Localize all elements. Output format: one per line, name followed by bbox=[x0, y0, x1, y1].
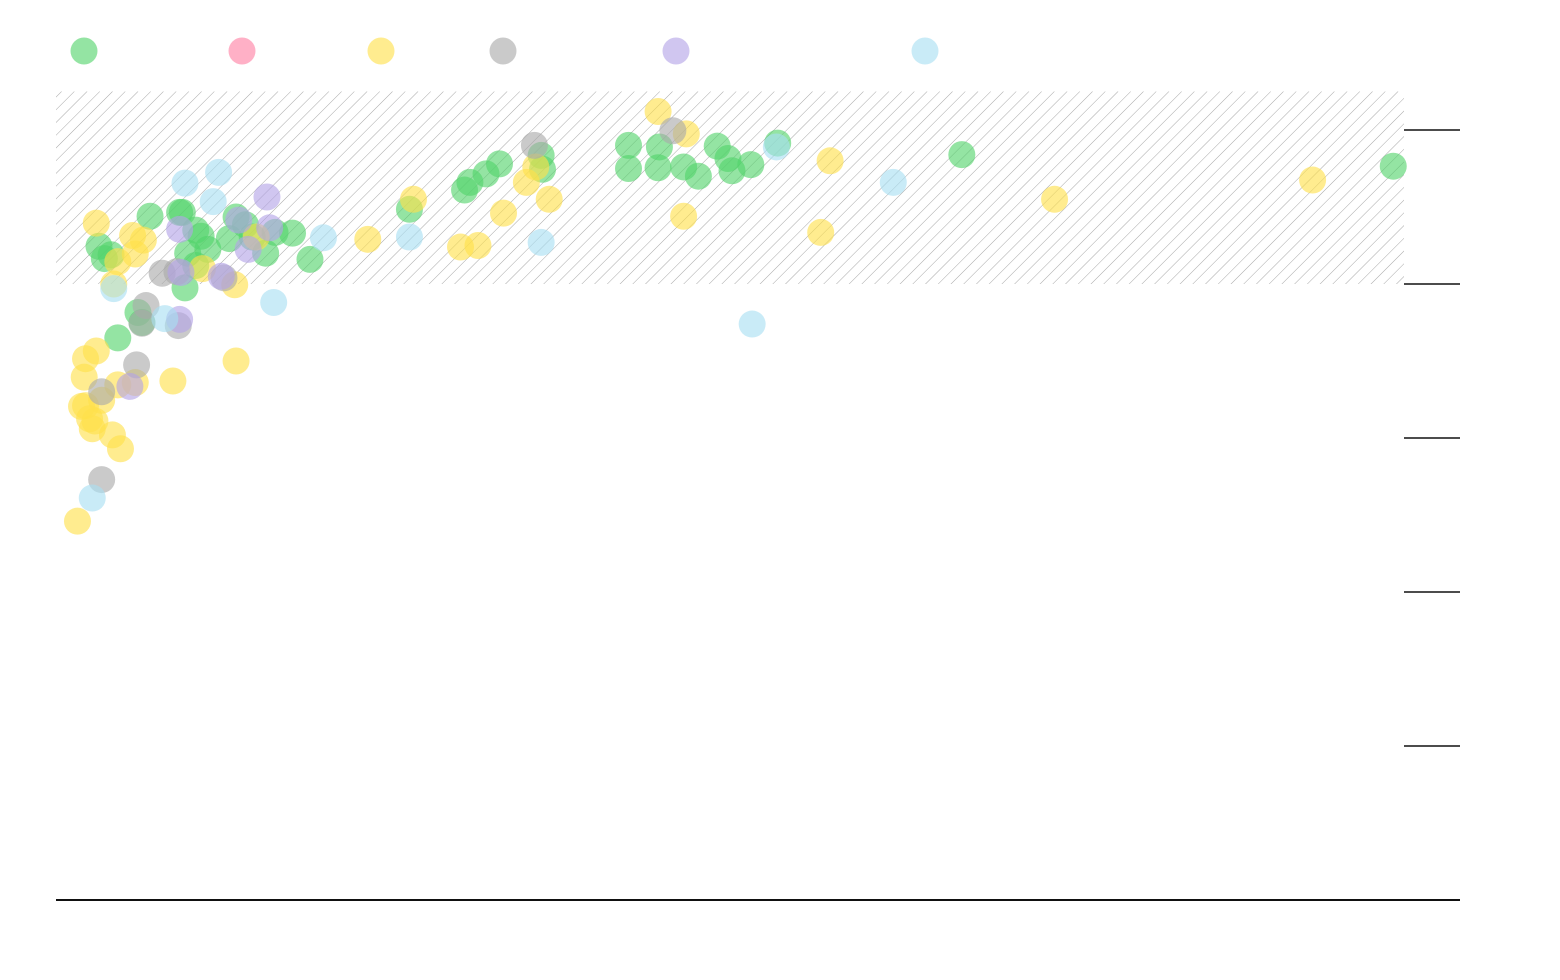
legend-marker-2 bbox=[228, 37, 256, 65]
data-point bbox=[136, 202, 164, 230]
data-point bbox=[159, 367, 187, 395]
data-point bbox=[76, 405, 104, 433]
data-point bbox=[116, 372, 144, 400]
data-point bbox=[123, 351, 151, 379]
data-point bbox=[104, 324, 132, 352]
data-point bbox=[309, 224, 337, 252]
data-point bbox=[199, 188, 227, 216]
data-point bbox=[167, 258, 195, 286]
series-5-points bbox=[78, 133, 907, 512]
data-point bbox=[490, 199, 518, 227]
data-point bbox=[816, 147, 844, 175]
data-point bbox=[644, 154, 672, 182]
data-point bbox=[222, 347, 250, 375]
data-point bbox=[737, 151, 765, 179]
data-point bbox=[207, 262, 235, 290]
y-ticks bbox=[1404, 129, 1460, 747]
data-point bbox=[670, 202, 698, 230]
points-layer bbox=[63, 98, 1407, 535]
reference-band-layer bbox=[56, 91, 1404, 284]
data-point bbox=[659, 117, 687, 145]
hatched-reference-band bbox=[56, 91, 1404, 284]
data-point bbox=[225, 206, 253, 234]
data-point bbox=[171, 169, 199, 197]
data-point bbox=[615, 131, 643, 159]
data-point bbox=[1299, 166, 1327, 194]
data-point bbox=[100, 275, 128, 303]
data-point bbox=[1041, 185, 1069, 213]
data-point bbox=[948, 141, 976, 169]
data-point bbox=[1379, 152, 1407, 180]
series-4-points bbox=[116, 183, 284, 400]
data-point bbox=[644, 98, 672, 126]
data-point bbox=[879, 168, 907, 196]
data-point bbox=[132, 292, 160, 320]
data-point bbox=[63, 507, 91, 535]
data-point bbox=[106, 435, 134, 463]
data-point bbox=[807, 218, 835, 246]
data-point bbox=[166, 215, 194, 243]
data-point bbox=[104, 248, 132, 276]
data-point bbox=[762, 133, 790, 161]
data-point bbox=[522, 153, 550, 181]
data-point bbox=[256, 214, 284, 242]
data-point bbox=[260, 288, 288, 316]
legend-marker-6 bbox=[911, 37, 939, 65]
data-point bbox=[464, 232, 492, 259]
data-point bbox=[684, 162, 712, 190]
legend-marker-1 bbox=[70, 37, 98, 65]
data-point bbox=[527, 228, 555, 256]
data-point bbox=[520, 131, 548, 159]
legend bbox=[70, 37, 939, 65]
data-point bbox=[399, 185, 427, 213]
legend-marker-4 bbox=[489, 37, 517, 65]
legend-marker-5 bbox=[662, 37, 690, 65]
data-point bbox=[615, 155, 643, 182]
data-point bbox=[234, 235, 262, 263]
data-point bbox=[354, 225, 382, 253]
data-point bbox=[205, 158, 233, 186]
data-point bbox=[296, 245, 324, 273]
data-point bbox=[714, 144, 742, 172]
data-point bbox=[535, 185, 563, 213]
data-point bbox=[151, 305, 179, 333]
data-point bbox=[88, 378, 116, 406]
data-point bbox=[82, 337, 110, 365]
data-point bbox=[738, 310, 766, 338]
data-point bbox=[485, 150, 513, 178]
data-point bbox=[395, 223, 423, 251]
data-point bbox=[78, 484, 106, 512]
data-point bbox=[253, 183, 281, 211]
data-point bbox=[82, 209, 110, 237]
legend-marker-3 bbox=[367, 37, 395, 65]
